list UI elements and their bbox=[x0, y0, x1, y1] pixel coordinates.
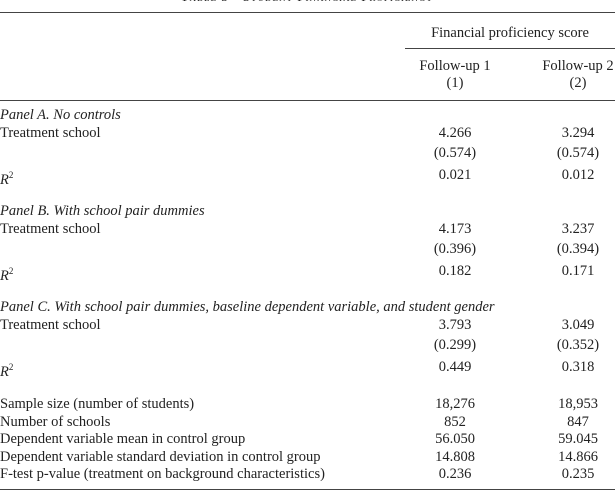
superscript: 2 bbox=[8, 266, 14, 276]
r-squared: 0.171 bbox=[561, 263, 595, 279]
column-group-header: Financial proficiency score bbox=[431, 25, 589, 41]
column-header: Follow-up 2 bbox=[542, 58, 614, 74]
row-label: F-test p-value (treatment on background … bbox=[0, 466, 325, 482]
coefficient: 3.294 bbox=[561, 125, 595, 141]
summary-value: 14.808 bbox=[435, 448, 475, 465]
summary-value: 18,276 bbox=[435, 396, 475, 412]
row-label: Treatment school bbox=[0, 125, 101, 141]
r-squared: 0.021 bbox=[438, 167, 472, 183]
summary-value: 0.236 bbox=[438, 466, 472, 482]
coefficient: 4.173 bbox=[438, 221, 472, 237]
row-label: Treatment school bbox=[0, 221, 101, 237]
row-label: Sample size (number of students) bbox=[0, 396, 195, 412]
coefficient: 3.793 bbox=[438, 317, 472, 333]
r-squared: 0.012 bbox=[561, 167, 595, 183]
summary-value: 852 bbox=[444, 413, 466, 430]
coefficient: 4.266 bbox=[438, 125, 472, 141]
r-squared: 0.318 bbox=[561, 359, 595, 375]
panel-title: Panel B. With school pair dummies bbox=[0, 203, 205, 219]
row-label: R2 bbox=[0, 362, 14, 380]
row-label: Treatment school bbox=[0, 317, 101, 333]
summary-value: 18,953 bbox=[558, 396, 598, 412]
standard-error: (0.396) bbox=[433, 241, 477, 257]
column-number: (1) bbox=[446, 75, 464, 91]
row-label: Dependent variable standard deviation in… bbox=[0, 448, 321, 465]
r-squared: 0.449 bbox=[438, 359, 472, 375]
rule bbox=[0, 489, 615, 490]
superscript: 2 bbox=[8, 362, 14, 372]
row-label: Dependent variable mean in control group bbox=[0, 431, 246, 447]
rule bbox=[0, 100, 615, 101]
r-squared: 0.182 bbox=[438, 263, 472, 279]
table-title: Table 3—Student Financial Proficiency bbox=[181, 0, 434, 6]
row-label: R2 bbox=[0, 170, 14, 188]
row-label: R2 bbox=[0, 266, 14, 284]
summary-value: 59.045 bbox=[558, 431, 598, 447]
summary-value: 0.235 bbox=[561, 466, 595, 482]
column-header: Follow-up 1 bbox=[419, 58, 491, 74]
standard-error: (0.394) bbox=[556, 241, 600, 257]
summary-value: 56.050 bbox=[435, 431, 475, 447]
summary-value: 847 bbox=[567, 413, 589, 430]
standard-error: (0.574) bbox=[433, 145, 477, 161]
coefficient: 3.237 bbox=[561, 221, 595, 237]
panel-title: Panel C. With school pair dummies, basel… bbox=[0, 299, 495, 315]
panel-title: Panel A. No controls bbox=[0, 107, 121, 123]
column-number: (2) bbox=[569, 75, 587, 91]
row-label: Number of schools bbox=[0, 413, 111, 430]
rule bbox=[405, 48, 615, 49]
rule bbox=[0, 12, 615, 13]
summary-value: 14.866 bbox=[558, 448, 598, 465]
coefficient: 3.049 bbox=[561, 317, 595, 333]
standard-error: (0.299) bbox=[433, 337, 477, 353]
standard-error: (0.574) bbox=[556, 145, 600, 161]
standard-error: (0.352) bbox=[556, 337, 600, 353]
superscript: 2 bbox=[8, 170, 14, 180]
